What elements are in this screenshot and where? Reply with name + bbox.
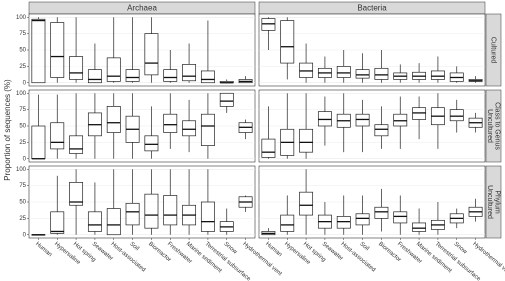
box [200, 70, 215, 84]
y-tick-label: 25 [19, 64, 26, 70]
box [182, 120, 197, 137]
y-tick-label: 0 [23, 156, 27, 162]
y-tick-label: 0 [23, 232, 27, 238]
box [374, 124, 389, 137]
box [144, 135, 159, 152]
y-axis-label: Proportion of sequences (%) [3, 79, 12, 181]
box [355, 69, 370, 79]
box [125, 69, 140, 82]
row-label: Uncultured [486, 109, 493, 143]
x-tick-label: Human [264, 241, 283, 258]
y-tick-label: 50 [19, 124, 26, 130]
box [412, 107, 427, 120]
box [374, 206, 389, 219]
box [69, 56, 84, 80]
box [299, 128, 314, 153]
x-tick-label: Soil [358, 241, 370, 252]
row-label: Class to Genus [493, 102, 500, 150]
strip [485, 13, 502, 87]
column-label: Bacteria [357, 4, 387, 13]
strip [485, 165, 502, 239]
x-tick-label: Snow [452, 241, 468, 256]
box [106, 106, 121, 133]
box [317, 111, 332, 127]
box [393, 113, 408, 127]
x-tick-label: Host-associated [339, 241, 376, 273]
row-label: Uncultured [486, 185, 493, 219]
box [69, 182, 84, 206]
row-label: Cultured [490, 37, 497, 64]
y-tick-label: 75 [19, 183, 26, 189]
box [336, 216, 351, 229]
y-tick-label: 75 [19, 31, 26, 37]
box [280, 214, 295, 232]
box [261, 18, 276, 31]
box [449, 109, 464, 122]
box [50, 22, 65, 78]
y-tick-label: 100 [16, 15, 27, 21]
box [261, 138, 276, 158]
box [200, 113, 215, 146]
x-tick-label: Hydrothermal vent [241, 241, 283, 277]
box [430, 70, 445, 80]
strip [485, 89, 502, 163]
box [200, 201, 215, 232]
x-tick-label: Hydrothermal vent [471, 241, 505, 277]
box [182, 64, 197, 82]
box [87, 69, 102, 84]
y-tick-label: 25 [19, 216, 26, 222]
box [144, 33, 159, 76]
box [393, 211, 408, 224]
box [299, 62, 314, 78]
y-tick-label: 100 [16, 167, 27, 173]
box [163, 113, 178, 133]
y-tick-label: 100 [16, 91, 27, 97]
box [299, 191, 314, 216]
box [106, 208, 121, 236]
box [219, 92, 234, 107]
y-tick-label: 0 [23, 80, 27, 86]
box [374, 67, 389, 80]
box [106, 57, 121, 82]
box [31, 18, 46, 84]
box [50, 211, 65, 234]
box [50, 122, 65, 150]
x-tick-label: Human [34, 241, 53, 258]
x-tick-label: Soil [128, 241, 140, 252]
box [412, 222, 427, 232]
row-label: Phylum [493, 190, 500, 214]
box [144, 193, 159, 229]
y-tick-label: 50 [19, 48, 26, 54]
column-label: Archaea [127, 4, 157, 13]
y-tick-label: 25 [19, 140, 26, 146]
box [87, 211, 102, 232]
box [355, 213, 370, 226]
box [163, 69, 178, 82]
box [280, 20, 295, 64]
x-tick-label: Host-associated [109, 241, 146, 273]
box [31, 125, 46, 160]
box [69, 135, 84, 154]
y-tick-label: 75 [19, 107, 26, 113]
y-tick-label: 50 [19, 200, 26, 206]
x-tick-label: Snow [222, 241, 238, 256]
box [163, 195, 178, 226]
box [336, 66, 351, 78]
box [125, 202, 140, 226]
box [355, 113, 370, 127]
